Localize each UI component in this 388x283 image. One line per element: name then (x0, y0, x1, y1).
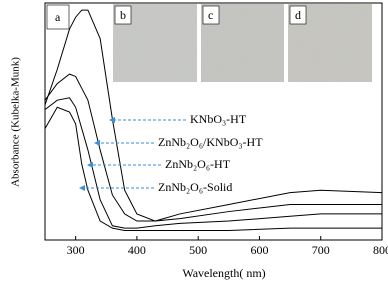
x-axis-label: Wavelength( nm) (182, 266, 265, 280)
series-line (44, 97, 382, 229)
panel-box (289, 5, 307, 25)
series-line (44, 73, 382, 222)
panel-label: a (55, 10, 61, 24)
panel-box (202, 5, 220, 25)
curve-label: ZnNb₂O₆/KNbO₃-HT (158, 135, 263, 149)
x-tick-label: 800 (373, 243, 388, 257)
panel-label: c (208, 8, 213, 22)
series-line (44, 9, 383, 222)
y-axis-label: Absorbance (Kubelka-Munk) (10, 57, 22, 187)
x-tick-label: 700 (312, 243, 330, 257)
curve-label: KNbO₃-HT (190, 112, 247, 126)
curve-label: ZnNb₂O₆-HT (165, 157, 231, 171)
panel-box (114, 5, 132, 25)
panel-label: b (120, 8, 126, 22)
x-tick-label: 500 (189, 243, 207, 257)
panel-box (46, 4, 70, 30)
photo-c (201, 4, 284, 82)
series-line (44, 106, 382, 232)
plot-frame (44, 2, 383, 241)
panel-label: d (295, 8, 301, 22)
x-tick-label: 400 (128, 243, 146, 257)
curve-label: ZnNb₂O₆-Solid (158, 180, 232, 194)
x-tick-label: 300 (67, 243, 85, 257)
x-tick-label: 600 (250, 243, 268, 257)
